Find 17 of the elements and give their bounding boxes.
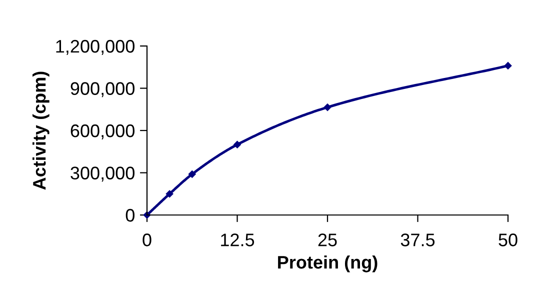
y-axis-title: Activity (cpm) — [32, 72, 50, 190]
y-tick-label: 1,200,000 — [56, 40, 134, 55]
point — [504, 62, 512, 70]
y-tick-label: 900,000 — [70, 82, 134, 98]
x-tick-label: 50 — [498, 234, 518, 246]
x-tick-label: 12.5 — [221, 234, 254, 246]
x-tick-label: 25 — [318, 234, 337, 246]
y-tick-label: 0 — [126, 208, 134, 222]
y-tick-label: 600,000 — [70, 124, 134, 140]
y-tick-label: 300,000 — [70, 166, 134, 182]
point — [324, 104, 332, 111]
point — [166, 190, 174, 198]
point — [234, 140, 241, 148]
point — [188, 170, 196, 178]
x-axis-title: Protein (ng) — [278, 255, 378, 272]
x-tick-label: 37.5 — [400, 234, 435, 246]
x-tick-label: 0 — [142, 234, 152, 246]
